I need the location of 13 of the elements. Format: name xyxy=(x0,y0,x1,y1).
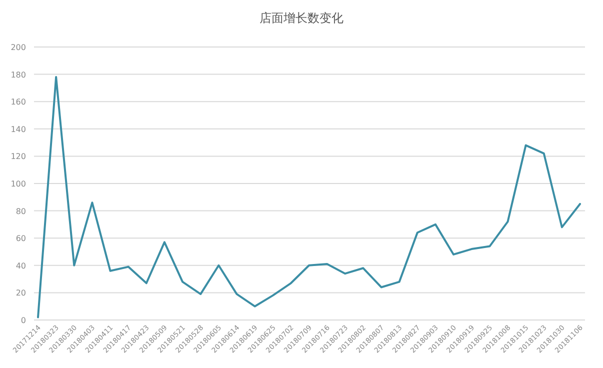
y-tick-label: 40 xyxy=(16,261,26,270)
y-tick-label: 140 xyxy=(10,124,26,134)
y-tick-label: 180 xyxy=(10,70,26,80)
y-tick-label: 200 xyxy=(10,43,26,52)
y-tick-label: 160 xyxy=(10,98,26,107)
y-tick-label: 60 xyxy=(16,234,26,244)
chart-title: 店面增长数变化 xyxy=(260,11,344,25)
y-tick-label: 0 xyxy=(20,316,26,325)
y-tick-label: 100 xyxy=(10,180,26,188)
y-tick-label: 20 xyxy=(16,288,26,298)
line-series xyxy=(37,76,581,318)
y-tick-label: 120 xyxy=(10,152,26,162)
y-tick-label: 80 xyxy=(16,206,26,216)
